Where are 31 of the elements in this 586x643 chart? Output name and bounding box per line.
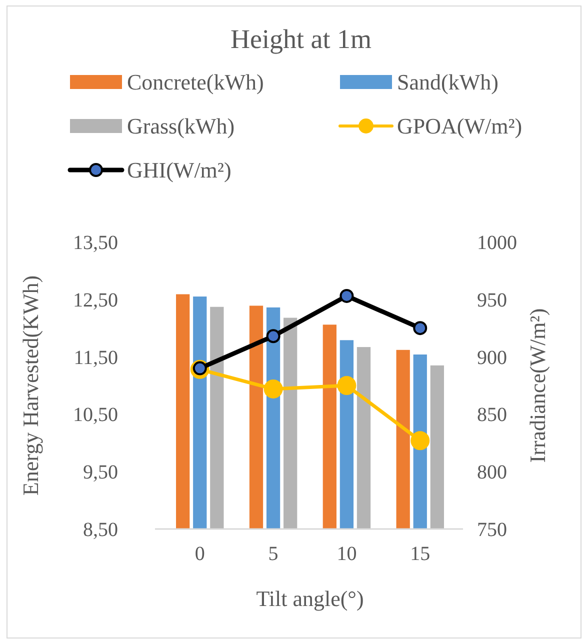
chart-title: Height at 1m — [230, 24, 372, 54]
point — [410, 431, 430, 450]
y2-tick-label: 1000 — [477, 232, 517, 254]
legend-label: Concrete(kWh) — [127, 70, 264, 95]
x-tick-label: 15 — [410, 543, 430, 565]
y-tick-label: 10,50 — [73, 404, 118, 426]
y-tick-label: 12,50 — [73, 289, 118, 312]
point — [413, 321, 428, 336]
x-tick-label: 0 — [194, 543, 205, 565]
x-tick-label: 5 — [268, 543, 278, 565]
point — [264, 379, 283, 398]
legend-label: Grass(kWh) — [127, 114, 235, 139]
y2-tick-label: 800 — [477, 462, 507, 484]
y-tick-label: 13,50 — [73, 232, 118, 254]
y-tick-label: 11,50 — [74, 346, 118, 369]
legend-label: Sand(kWh) — [397, 70, 498, 95]
point — [266, 329, 280, 344]
y2-tick-label: 850 — [477, 404, 507, 426]
point — [340, 288, 354, 303]
legend-label: GPOA(W/m²) — [397, 114, 522, 139]
y-axis-title: Energy Harvested(KWh) — [18, 275, 43, 496]
point — [337, 376, 356, 395]
y2-tick-label: 750 — [477, 519, 507, 541]
y-tick-label: 8,50 — [83, 519, 118, 541]
x-axis-title: Tilt angle(°) — [256, 586, 364, 611]
y2-axis-title: Irradiance(W/m²) — [525, 308, 550, 463]
legend-label: GHI(W/m²) — [127, 158, 232, 183]
x-tick-label: 10 — [336, 543, 357, 565]
y2-tick-label: 900 — [477, 346, 507, 369]
y2-tick-label: 950 — [477, 289, 507, 312]
y-tick-label: 9,50 — [83, 462, 118, 484]
